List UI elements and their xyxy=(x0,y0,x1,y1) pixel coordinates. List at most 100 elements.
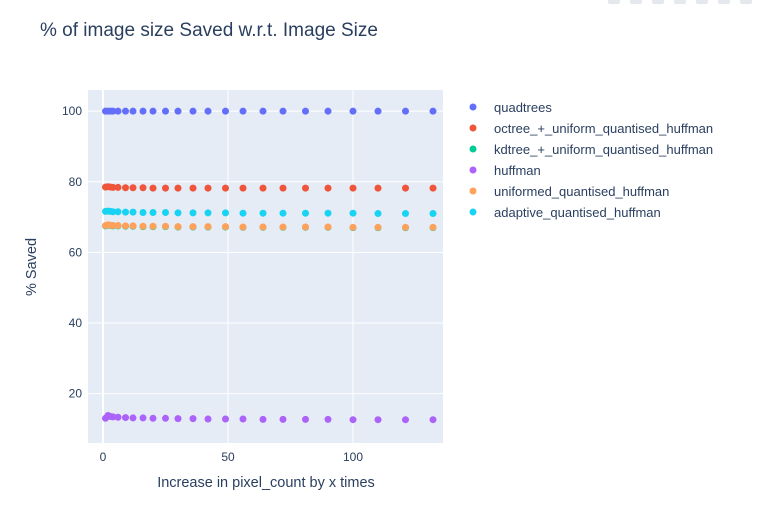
data-point[interactable] xyxy=(189,209,197,217)
data-point[interactable] xyxy=(122,414,129,422)
data-point[interactable] xyxy=(114,107,122,115)
data-point[interactable] xyxy=(139,184,147,192)
data-point[interactable] xyxy=(349,107,357,115)
data-point[interactable] xyxy=(402,107,409,115)
data-point[interactable] xyxy=(239,184,247,192)
data-point[interactable] xyxy=(149,414,157,422)
data-point[interactable] xyxy=(429,223,437,231)
data-point[interactable] xyxy=(129,414,137,422)
data-point[interactable] xyxy=(109,208,117,216)
data-point[interactable] xyxy=(109,413,117,421)
data-point[interactable] xyxy=(302,107,309,115)
modebar-toolbar[interactable] xyxy=(608,0,752,4)
data-point[interactable] xyxy=(222,209,229,217)
data-point[interactable] xyxy=(189,107,197,115)
data-point[interactable] xyxy=(109,222,117,230)
legend-item[interactable]: adaptive_quantised_huffman xyxy=(469,205,661,220)
data-point[interactable] xyxy=(402,223,409,231)
data-point[interactable] xyxy=(139,414,147,422)
data-point[interactable] xyxy=(129,208,137,216)
data-point[interactable] xyxy=(279,184,287,192)
data-point[interactable] xyxy=(114,183,122,191)
data-point[interactable] xyxy=(114,208,122,216)
data-point[interactable] xyxy=(174,209,182,217)
data-point[interactable] xyxy=(139,222,147,230)
data-point[interactable] xyxy=(129,107,137,115)
data-point[interactable] xyxy=(402,416,409,424)
data-point[interactable] xyxy=(222,223,229,231)
data-point[interactable] xyxy=(174,415,182,423)
data-point[interactable] xyxy=(279,107,287,115)
data-point[interactable] xyxy=(324,107,332,115)
data-point[interactable] xyxy=(374,223,382,231)
data-point[interactable] xyxy=(122,107,129,115)
data-point[interactable] xyxy=(374,107,382,115)
data-point[interactable] xyxy=(162,222,169,230)
data-point[interactable] xyxy=(222,184,229,192)
data-point[interactable] xyxy=(324,209,332,217)
data-point[interactable] xyxy=(122,184,129,192)
legend-item[interactable]: quadtrees xyxy=(469,100,553,115)
data-point[interactable] xyxy=(259,223,267,231)
data-point[interactable] xyxy=(122,222,129,230)
data-point[interactable] xyxy=(129,184,137,192)
data-point[interactable] xyxy=(429,184,437,192)
data-point[interactable] xyxy=(114,222,122,230)
zoom-in-icon[interactable] xyxy=(696,0,708,4)
legend-item[interactable]: octree_+_uniform_quantised_huffman xyxy=(469,121,714,136)
data-point[interactable] xyxy=(259,209,267,217)
data-point[interactable] xyxy=(149,107,157,115)
data-point[interactable] xyxy=(114,413,122,421)
data-point[interactable] xyxy=(374,416,382,424)
data-point[interactable] xyxy=(174,184,182,192)
data-point[interactable] xyxy=(149,184,157,192)
data-point[interactable] xyxy=(349,184,357,192)
data-point[interactable] xyxy=(402,184,409,192)
data-point[interactable] xyxy=(302,223,309,231)
data-point[interactable] xyxy=(162,184,169,192)
data-point[interactable] xyxy=(259,184,267,192)
select-icon[interactable] xyxy=(674,0,686,4)
data-point[interactable] xyxy=(162,208,169,216)
pan-icon[interactable] xyxy=(652,0,664,4)
data-point[interactable] xyxy=(279,209,287,217)
data-point[interactable] xyxy=(324,184,332,192)
data-point[interactable] xyxy=(374,184,382,192)
data-point[interactable] xyxy=(324,223,332,231)
legend-item[interactable]: uniformed_quantised_huffman xyxy=(469,184,670,199)
data-point[interactable] xyxy=(259,415,267,423)
data-point[interactable] xyxy=(349,416,357,424)
data-point[interactable] xyxy=(162,107,169,115)
data-point[interactable] xyxy=(222,107,229,115)
data-point[interactable] xyxy=(429,416,437,424)
data-point[interactable] xyxy=(109,107,117,115)
data-point[interactable] xyxy=(429,107,437,115)
data-point[interactable] xyxy=(149,222,157,230)
data-point[interactable] xyxy=(189,415,197,423)
autoscale-icon[interactable] xyxy=(740,0,752,4)
data-point[interactable] xyxy=(402,210,409,218)
data-point[interactable] xyxy=(189,184,197,192)
data-point[interactable] xyxy=(259,107,267,115)
data-point[interactable] xyxy=(204,184,212,192)
data-point[interactable] xyxy=(222,415,229,423)
data-point[interactable] xyxy=(302,184,309,192)
data-point[interactable] xyxy=(162,414,169,422)
legend-item[interactable]: kdtree_+_uniform_quantised_huffman xyxy=(469,142,714,157)
data-point[interactable] xyxy=(139,208,147,216)
data-point[interactable] xyxy=(174,223,182,231)
data-point[interactable] xyxy=(239,209,247,217)
legend[interactable]: quadtrees octree_+_uniform_quantised_huff… xyxy=(469,100,714,220)
data-point[interactable] xyxy=(204,107,212,115)
data-point[interactable] xyxy=(374,210,382,218)
data-point[interactable] xyxy=(204,209,212,217)
data-point[interactable] xyxy=(279,415,287,423)
data-point[interactable] xyxy=(239,107,247,115)
data-point[interactable] xyxy=(189,223,197,231)
data-point[interactable] xyxy=(129,222,137,230)
data-point[interactable] xyxy=(239,223,247,231)
data-point[interactable] xyxy=(204,415,212,423)
data-point[interactable] xyxy=(349,209,357,217)
data-point[interactable] xyxy=(279,223,287,231)
data-point[interactable] xyxy=(302,209,309,217)
